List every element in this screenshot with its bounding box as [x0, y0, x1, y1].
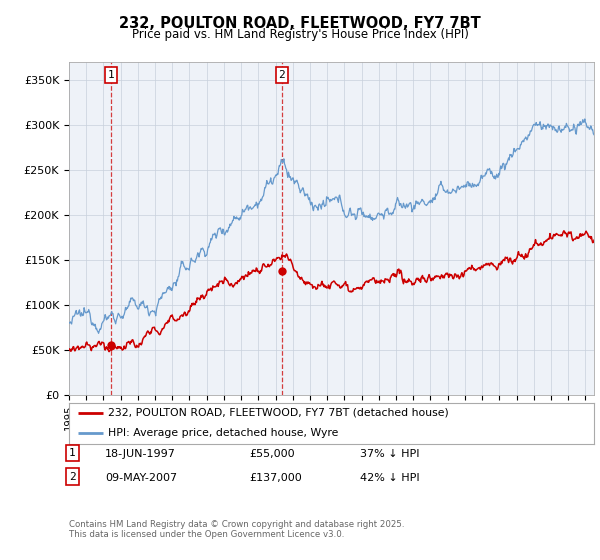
Text: 42% ↓ HPI: 42% ↓ HPI [360, 473, 419, 483]
Text: 1: 1 [69, 448, 76, 458]
Text: 37% ↓ HPI: 37% ↓ HPI [360, 449, 419, 459]
Text: £55,000: £55,000 [249, 449, 295, 459]
Text: 18-JUN-1997: 18-JUN-1997 [105, 449, 176, 459]
Text: HPI: Average price, detached house, Wyre: HPI: Average price, detached house, Wyre [109, 428, 339, 438]
Text: £137,000: £137,000 [249, 473, 302, 483]
Text: 2: 2 [278, 70, 285, 80]
Text: Contains HM Land Registry data © Crown copyright and database right 2025.
This d: Contains HM Land Registry data © Crown c… [69, 520, 404, 539]
Text: 232, POULTON ROAD, FLEETWOOD, FY7 7BT: 232, POULTON ROAD, FLEETWOOD, FY7 7BT [119, 16, 481, 31]
Text: 2: 2 [69, 472, 76, 482]
Text: 1: 1 [108, 70, 115, 80]
Text: 232, POULTON ROAD, FLEETWOOD, FY7 7BT (detached house): 232, POULTON ROAD, FLEETWOOD, FY7 7BT (d… [109, 408, 449, 418]
Text: 09-MAY-2007: 09-MAY-2007 [105, 473, 177, 483]
Text: Price paid vs. HM Land Registry's House Price Index (HPI): Price paid vs. HM Land Registry's House … [131, 28, 469, 41]
